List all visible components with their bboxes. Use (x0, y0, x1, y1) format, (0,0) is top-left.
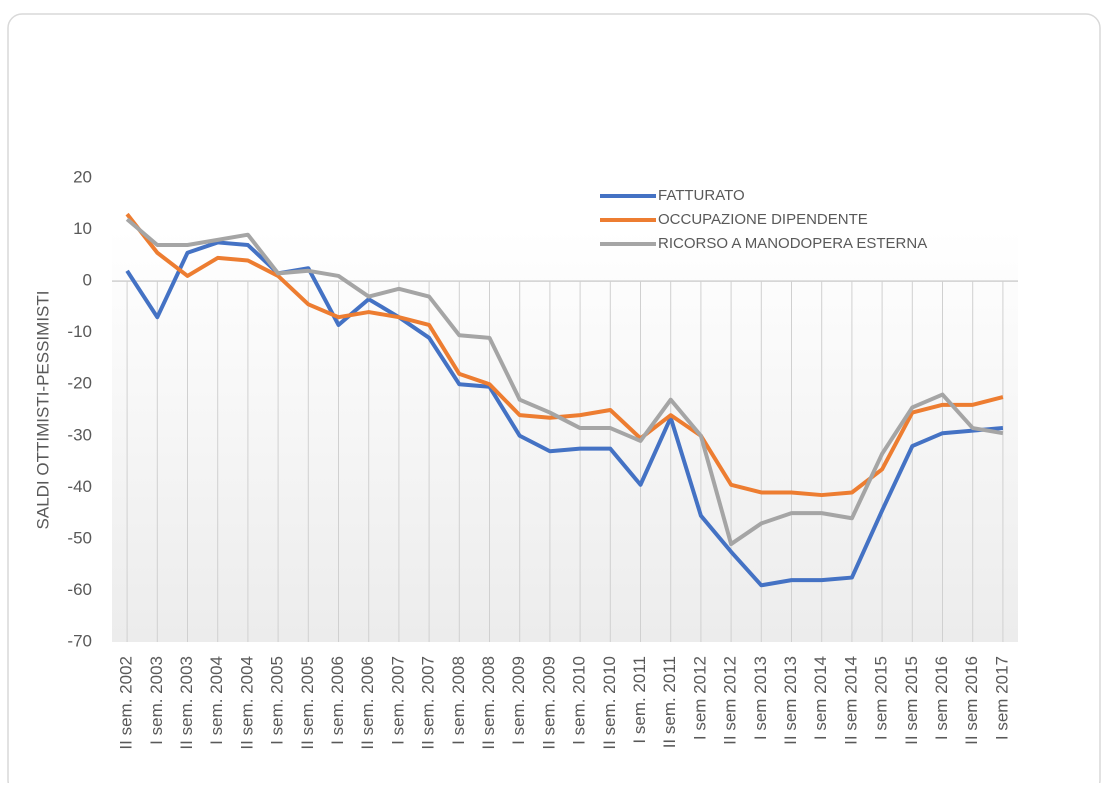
y-tick-label: -20 (67, 374, 92, 393)
y-tick-label: -40 (67, 477, 92, 496)
y-tick-label: -60 (67, 580, 92, 599)
x-tick-label: I sem 2015 (872, 656, 891, 740)
y-tick-label: -50 (67, 528, 92, 547)
x-tick-label: II sem 2016 (962, 656, 981, 745)
y-axis-label: SALDI OTTIMISTI-PESSIMISTI (33, 291, 52, 530)
x-tick-label: I sem. 2009 (509, 656, 528, 745)
legend-label: RICORSO A MANODOPERA ESTERNA (658, 235, 927, 252)
series-line (125, 217, 1004, 547)
x-tick-label: I sem. 2005 (268, 656, 287, 745)
x-tick-label: II sem. 2005 (298, 656, 317, 750)
x-tick-label: II sem. 2010 (600, 656, 619, 750)
x-tick-label: II sem 2013 (781, 656, 800, 745)
x-tick-label: I sem. 2003 (147, 656, 166, 745)
x-tick-label: II sem. 2003 (177, 656, 196, 750)
plot-background (112, 229, 1018, 643)
y-tick-label: 20 (73, 167, 92, 186)
x-tick-label: II sem. 2004 (237, 656, 256, 750)
x-tick-label: II sem 2012 (721, 656, 740, 745)
x-tick-label: I sem 2016 (932, 656, 951, 740)
x-tick-label: II sem 2015 (902, 656, 921, 745)
y-tick-label: -30 (67, 425, 92, 444)
x-tick-label: II sem. 2011 (660, 656, 679, 748)
x-tick-label: II sem. 2006 (358, 656, 377, 750)
x-tick-label: II sem. 2002 (117, 656, 136, 750)
x-tick-label: I sem. 2011 (630, 656, 649, 744)
x-tick-label: I sem. 2010 (570, 656, 589, 745)
x-tick-label: I sem. 2006 (328, 656, 347, 745)
x-tick-label: II sem 2014 (841, 656, 860, 745)
legend-label: OCCUPAZIONE DIPENDENTE (658, 211, 868, 228)
legend-label: FATTURATO (658, 187, 745, 204)
x-tick-label: II sem. 2009 (539, 656, 558, 750)
x-tick-label: I sem. 2008 (449, 656, 468, 745)
x-tick-label: I sem. 2007 (388, 656, 407, 745)
x-tick-label: II sem. 2007 (419, 656, 438, 750)
y-tick-label: 10 (73, 219, 92, 238)
series-line (125, 212, 1004, 498)
x-tick-label: I sem. 2004 (207, 656, 226, 745)
y-tick-label: 0 (83, 271, 92, 290)
x-tick-label: I sem 2017 (992, 656, 1011, 740)
x-tick-label: II sem. 2008 (479, 656, 498, 750)
x-tick-label: I sem 2012 (690, 656, 709, 740)
y-tick-label: -10 (67, 322, 92, 341)
y-tick-label: -70 (67, 631, 92, 650)
x-tick-label: I sem 2013 (751, 656, 770, 740)
x-tick-label: I sem 2014 (811, 656, 830, 740)
